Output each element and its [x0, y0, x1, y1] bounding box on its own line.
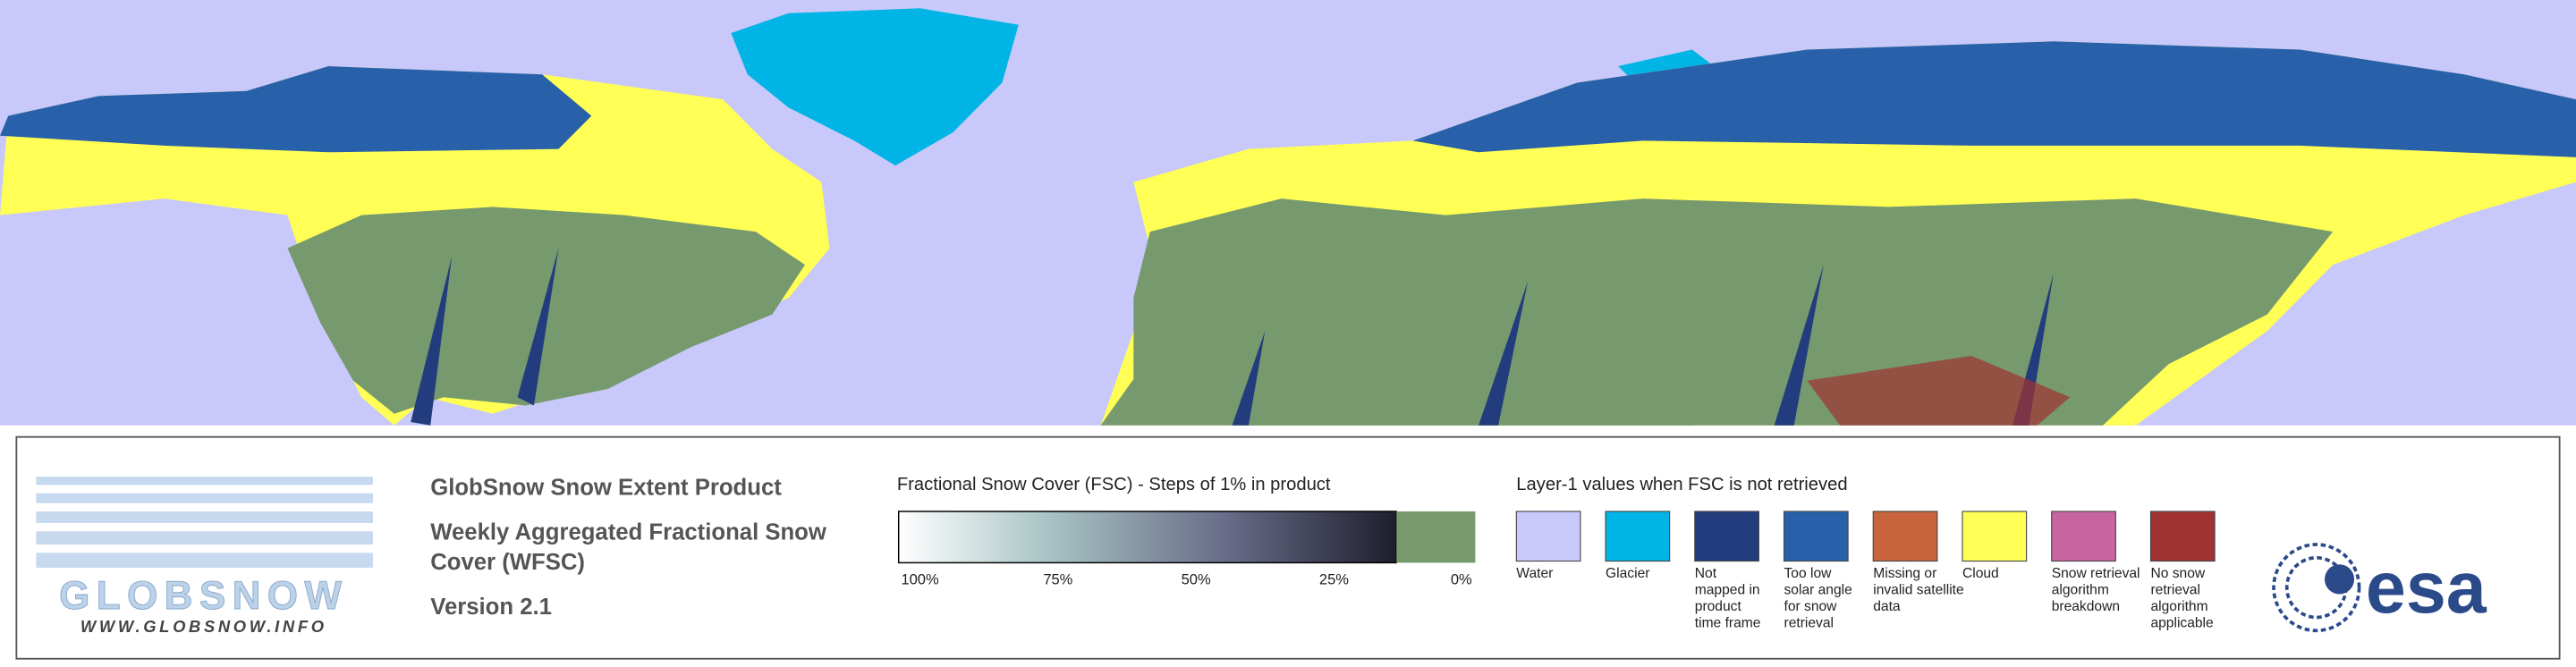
legend-swatch: [1694, 511, 1759, 562]
colorbar-label: 50%: [1182, 570, 1211, 587]
legend-label: invalid satellite: [1873, 583, 1964, 598]
legend-label: retrieval: [2150, 583, 2199, 598]
legend-label: solar angle: [1784, 583, 1853, 598]
legend-swatch: [1962, 511, 2028, 562]
map: [0, 0, 2576, 426]
legend-swatch: [1515, 511, 1581, 562]
colorbar-label: 75%: [1043, 570, 1072, 587]
legend-label: applicable: [2150, 616, 2214, 631]
legend-label: time frame: [1695, 616, 1761, 631]
legend-label: Too low: [1784, 566, 1833, 581]
legend-swatch: [2051, 511, 2116, 562]
legend-label: breakdown: [2052, 599, 2120, 614]
legend-label: Water: [1516, 566, 1553, 581]
globsnow-logo: GLOBSNOW WWW.GLOBSNOW.INFO: [36, 477, 373, 636]
legend-label: algorithm: [2052, 583, 2109, 598]
legend-label: mapped in: [1695, 583, 1760, 598]
esa-logo: esa: [2272, 543, 2487, 633]
colorbar-label: 0%: [1451, 570, 1472, 587]
colorbar-title: Fractional Snow Cover (FSC) - Steps of 1…: [897, 475, 1331, 494]
legend-swatch: [1605, 511, 1671, 562]
product-subtitle: Weekly Aggregated Fractional Snow Cover (…: [430, 519, 827, 574]
colorbar-label: 100%: [901, 570, 938, 587]
legend-label: Cloud: [1962, 566, 1999, 581]
layer1-title: Layer-1 values when FSC is not retrieved: [1516, 475, 1847, 494]
colorbar-nosnow: [1396, 511, 1476, 563]
logo-url: WWW.GLOBSNOW.INFO: [80, 617, 327, 636]
legend-label: Glacier: [1606, 566, 1649, 581]
colorbar: [897, 511, 1397, 564]
legend-label: algorithm: [2150, 599, 2207, 614]
colorbar-label: 25%: [1319, 570, 1349, 587]
product-title: GlobSnow Snow Extent Product: [430, 475, 782, 500]
legend-label: data: [1873, 599, 1901, 614]
legend-label: No snow: [2150, 566, 2205, 581]
legend-swatch: [1783, 511, 1849, 562]
legend-label: Snow retrieval: [2052, 566, 2140, 581]
logo-name: GLOBSNOW: [59, 574, 348, 618]
legend-label: retrieval: [1784, 616, 1834, 631]
legend-swatch: [2149, 511, 2216, 562]
legend-label: Missing or: [1873, 566, 1936, 581]
legend-swatch: [1872, 511, 1938, 562]
legend-label: Not: [1695, 566, 1717, 581]
product-version: Version 2.1: [430, 595, 552, 620]
legend-label: for snow: [1784, 599, 1838, 614]
legend-label: product: [1695, 599, 1742, 614]
agency-name: esa: [2366, 548, 2487, 629]
